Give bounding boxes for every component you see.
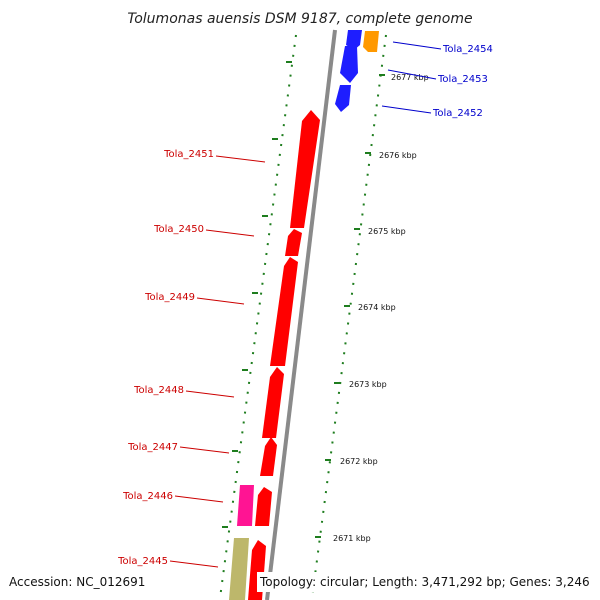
label-tola-2451[interactable]: Tola_2451 <box>163 149 214 160</box>
tick-label-2676: 2676 kbp <box>379 151 417 160</box>
genome-backbone <box>265 29 337 600</box>
tick-label-2674: 2674 kbp <box>358 303 396 312</box>
accession-text: Accession: NC_012691 <box>9 575 145 589</box>
label-tola-2447[interactable]: Tola_2447 <box>127 442 178 453</box>
map-title: Tolumonas auensis DSM 9187, complete gen… <box>127 11 472 27</box>
label-tola-2454[interactable]: Tola_2454 <box>442 44 493 55</box>
tick-label-2673: 2673 kbp <box>349 380 387 389</box>
gene-tola-2453-a[interactable] <box>346 30 362 50</box>
gene-tola-2452[interactable] <box>335 85 351 112</box>
tick-label-2671: 2671 kbp <box>333 534 371 543</box>
gene-tola-2449[interactable] <box>270 257 298 366</box>
gene-pink[interactable] <box>237 485 254 526</box>
gene-tola-2448[interactable] <box>262 367 284 438</box>
leader-tola-2450 <box>205 229 255 237</box>
label-tola-2445[interactable]: Tola_2445 <box>117 556 168 567</box>
gene-tola-2450[interactable] <box>285 229 302 256</box>
gene-tola-2447[interactable] <box>260 437 277 476</box>
leader-tola-2446 <box>174 495 224 503</box>
tick-label-2677: 2677 kbp <box>391 73 429 82</box>
gene-tola-2446[interactable] <box>255 487 272 526</box>
leader-tola-2452 <box>381 105 432 114</box>
leader-tola-2445 <box>169 560 219 568</box>
leader-tola-2454 <box>392 41 442 50</box>
leader-tola-2453 <box>387 69 437 80</box>
label-tola-2448[interactable]: Tola_2448 <box>133 385 184 396</box>
label-tola-2453[interactable]: Tola_2453 <box>437 74 488 85</box>
leader-tola-2448 <box>185 390 235 398</box>
label-tola-2450[interactable]: Tola_2450 <box>153 224 204 235</box>
topology-backdrop <box>257 572 597 592</box>
tick-label-2672: 2672 kbp <box>340 457 378 466</box>
label-tola-2452[interactable]: Tola_2452 <box>432 108 483 119</box>
leader-tola-2451 <box>215 155 266 163</box>
gene-tola-2451[interactable] <box>290 110 320 228</box>
gene-khaki[interactable] <box>229 538 249 600</box>
accession-backdrop <box>6 572 178 592</box>
label-tola-2446[interactable]: Tola_2446 <box>122 491 173 502</box>
leader-tola-2447 <box>179 446 230 454</box>
gene-tola-2454[interactable] <box>363 31 379 52</box>
gene-tola-2453[interactable] <box>340 46 358 83</box>
label-tola-2449[interactable]: Tola_2449 <box>144 292 195 303</box>
tick-label-2675: 2675 kbp <box>368 227 406 236</box>
outer-tick-marks <box>315 74 385 538</box>
leader-tola-2449 <box>196 297 245 305</box>
topology-text: Topology: circular; Length: 3,471,292 bp… <box>259 575 590 589</box>
inner-tick-marks <box>222 61 292 528</box>
